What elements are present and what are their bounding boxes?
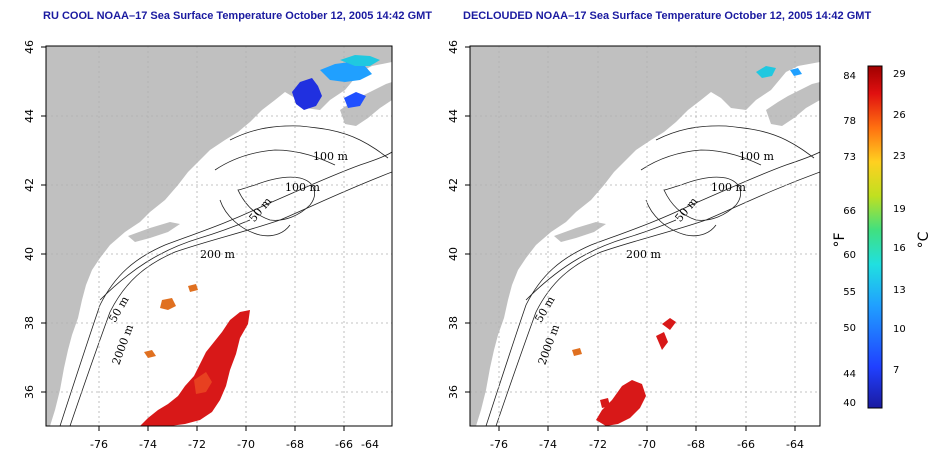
colorbar-c-tick: 19 [893,204,906,215]
right-ytick-label: 44 [447,109,460,123]
left-grid [46,46,392,426]
right-xtick-label: -72 [589,438,607,451]
colorbar-c-tick: 16 [893,243,906,254]
right-contour-label-200m: 200 m [626,248,661,261]
right-xtick-label: -70 [638,438,656,451]
left-ytick-label: 38 [23,316,36,330]
right-ytick-label: 40 [447,247,460,261]
colorbar-f-tick: 40 [843,398,856,409]
right-ytick-label: 36 [447,385,460,399]
colorbar-f-tick: 78 [843,116,856,127]
colorbar-c-tick: 29 [893,69,906,80]
left-xtick-label: -66 [335,438,353,451]
right-long-island [554,222,606,242]
left-long-island [128,222,180,242]
left-xtick-label: -74 [139,438,157,451]
right-tick-marks [465,46,796,431]
left-tick-marks [41,46,345,431]
colorbar-f-tick: 73 [843,152,856,163]
left-panel-title: RU COOL NOAA–17 Sea Surface Temperature … [43,10,433,22]
colorbar-f-tick: 50 [843,323,856,334]
left-ytick-label: 36 [23,385,36,399]
left-xtick-label: -72 [188,438,206,451]
right-ytick-label: 46 [447,40,460,54]
colorbar-c-tick: 10 [893,324,906,335]
left-sst-data [140,55,380,426]
colorbar-f-tick: 60 [843,250,856,261]
left-map-frame [45,45,393,427]
colorbar-c-tick: 23 [893,151,906,162]
colorbar-fahrenheit-unit: °F [832,232,848,247]
left-land [46,46,392,426]
right-xtick-label: -64 [786,438,804,451]
right-ytick-label: 38 [447,316,460,330]
left-ytick-label: 42 [23,178,36,192]
right-panel-title: DECLOUDED NOAA–17 Sea Surface Temperatur… [463,10,872,22]
colorbar-c-tick: 26 [893,110,906,121]
right-map-frame [469,45,821,427]
right-map: 100 m 100 m 50 m 200 m 50 m 2000 m [470,46,820,426]
left-xtick-label: -68 [286,438,304,451]
colorbar-f-tick: 84 [843,71,856,82]
left-xtick-label: -64 [361,438,379,451]
left-nova-scotia [340,82,392,126]
colorbar-c-tick: 13 [893,285,906,296]
right-grid [470,46,820,426]
colorbar-c-tick: 7 [893,365,899,376]
colorbar-celsius-unit: °C [916,231,932,248]
right-xtick-label: -74 [539,438,557,451]
right-land [470,46,820,426]
left-ytick-label: 46 [23,40,36,54]
right-sst-data [572,66,802,426]
left-contour-label-200m: 200 m [200,248,235,261]
colorbar-f-tick: 55 [843,287,856,298]
left-contour-label-100m-b: 100 m [285,181,320,194]
left-isobaths [59,125,392,426]
colorbar-f-tick: 44 [843,369,856,380]
colorbar-f-tick: 66 [843,206,856,217]
right-xtick-label: -76 [490,438,508,451]
right-contour-label-100m-b: 100 m [711,181,746,194]
right-contour-label-100m-a: 100 m [739,150,774,163]
right-isobaths [485,125,820,426]
left-ytick-label: 40 [23,247,36,261]
right-nova-scotia [766,82,820,126]
colorbar [867,65,883,409]
left-ytick-label: 44 [23,109,36,123]
right-ytick-label: 42 [447,178,460,192]
right-xtick-label: -68 [687,438,705,451]
left-xtick-label: -76 [90,438,108,451]
right-xtick-label: -66 [737,438,755,451]
left-contour-label-100m-a: 100 m [313,150,348,163]
left-map: 100 m 100 m 50 m 200 m 50 m 2000 m [46,46,392,426]
left-xtick-label: -70 [237,438,255,451]
